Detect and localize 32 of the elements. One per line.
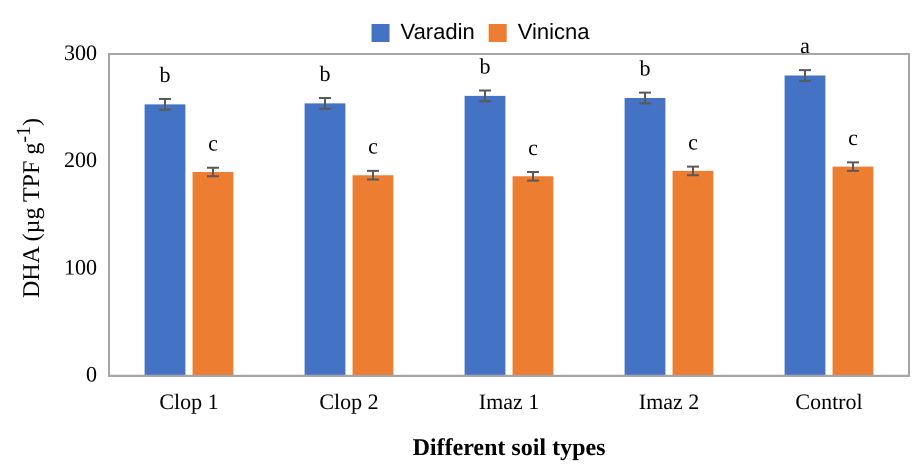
bar (832, 166, 874, 376)
y-tick-label: 0 (86, 362, 97, 387)
bar (624, 98, 666, 376)
x-tick-label: Control (795, 388, 863, 414)
bar (512, 176, 554, 376)
bar (672, 170, 714, 376)
y-tick-label: 200 (64, 147, 97, 172)
bar (304, 103, 346, 376)
annotation: b (480, 53, 490, 78)
bar (464, 96, 506, 376)
annotation: b (160, 62, 170, 87)
y-tick-label: 100 (64, 254, 97, 280)
x-tick-label: Clop 2 (319, 388, 379, 414)
bar (192, 172, 234, 376)
annotation: b (640, 55, 650, 80)
bar (144, 104, 186, 376)
annotation: c (688, 129, 698, 154)
annotation: a (800, 32, 810, 58)
legend-label: Varadin (400, 19, 475, 44)
legend-label: Vinicna (518, 19, 590, 44)
x-tick-label: Imaz 2 (638, 388, 700, 414)
annotation: b (320, 60, 330, 86)
bar (352, 175, 394, 376)
bar (784, 75, 826, 376)
x-tick-label: Imaz 1 (478, 388, 540, 414)
annotation: c (368, 134, 378, 159)
annotation: c (528, 134, 538, 160)
annotation: c (848, 125, 858, 150)
x-axis-title: Different soil types (412, 434, 606, 461)
annotation: c (208, 130, 218, 156)
y-tick-label: 300 (64, 40, 97, 65)
x-tick-label: Clop 1 (159, 388, 219, 414)
